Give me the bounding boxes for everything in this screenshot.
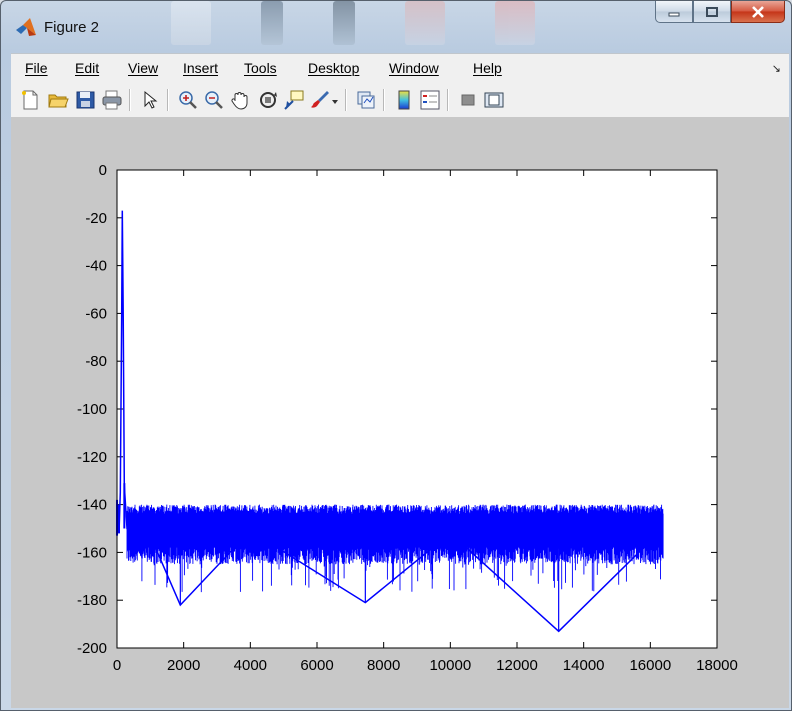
show-plot-tools-icon[interactable] bbox=[483, 89, 505, 111]
x-tick-label: 6000 bbox=[300, 657, 333, 674]
toolbar-separator bbox=[167, 89, 169, 111]
zoom-out-icon[interactable] bbox=[203, 89, 225, 111]
menu-dock-arrow-icon[interactable]: ↘ bbox=[771, 63, 781, 75]
window-title: Figure 2 bbox=[44, 19, 100, 36]
minimize-icon bbox=[668, 12, 680, 16]
x-tick-label: 4000 bbox=[234, 657, 267, 674]
x-tick-label: 18000 bbox=[696, 657, 738, 674]
menu-file[interactable]: File bbox=[25, 60, 48, 76]
pan-icon[interactable] bbox=[229, 89, 251, 111]
toolbar-separator bbox=[345, 89, 347, 111]
y-tick-label: -120 bbox=[77, 449, 107, 466]
minimize-button[interactable] bbox=[655, 1, 693, 23]
menu-bar: File Edit View Insert Tools Desktop Wind… bbox=[11, 53, 789, 82]
x-tick-label: 12000 bbox=[496, 657, 538, 674]
y-tick-label: -100 bbox=[77, 401, 107, 418]
y-tick-label: -60 bbox=[85, 305, 107, 322]
close-button[interactable] bbox=[731, 1, 785, 23]
zoom-in-icon[interactable] bbox=[177, 89, 199, 111]
y-tick-label: -200 bbox=[77, 640, 107, 657]
x-tick-label: 2000 bbox=[167, 657, 200, 674]
title-bar[interactable]: Figure 2 bbox=[1, 1, 791, 47]
caption-buttons bbox=[655, 1, 785, 23]
edit-plot-icon[interactable] bbox=[139, 89, 161, 111]
maximize-icon bbox=[706, 6, 718, 17]
link-plot-icon[interactable] bbox=[355, 89, 377, 111]
background-thumbnails bbox=[171, 1, 651, 45]
maximize-button[interactable] bbox=[693, 1, 731, 23]
save-icon[interactable] bbox=[75, 89, 97, 111]
x-tick-labels: 0 2000 4000 6000 8000 10000 12000 14000 16000 180… bbox=[113, 657, 738, 674]
toolbar-separator bbox=[447, 89, 449, 111]
menu-tools[interactable]: Tools bbox=[244, 60, 277, 76]
rotate-3d-icon[interactable] bbox=[257, 89, 279, 111]
axes-box bbox=[116, 169, 718, 649]
menu-view[interactable]: View bbox=[128, 60, 159, 76]
y-tick-label: -140 bbox=[77, 497, 107, 514]
print-icon[interactable] bbox=[101, 89, 123, 111]
plot-svg: 0 2000 4000 6000 8000 10000 12000 14000 16000 180… bbox=[77, 162, 738, 674]
insert-legend-icon[interactable] bbox=[419, 89, 441, 111]
menu-desktop[interactable]: Desktop bbox=[308, 60, 360, 76]
figure-toolbar bbox=[11, 81, 789, 118]
insert-colorbar-icon[interactable] bbox=[393, 89, 415, 111]
open-file-icon[interactable] bbox=[47, 89, 69, 111]
y-tick-label: -80 bbox=[85, 353, 107, 370]
menu-insert[interactable]: Insert bbox=[183, 60, 219, 76]
menu-help[interactable]: Help bbox=[473, 60, 502, 76]
close-icon bbox=[752, 5, 764, 18]
data-cursor-icon[interactable] bbox=[283, 89, 305, 111]
new-figure-icon[interactable] bbox=[19, 89, 41, 111]
y-tick-labels: 0 -20 -40 -60 -80 -100 -120 -140 -160 -180 -200 bbox=[77, 162, 107, 657]
y-tick-label: -40 bbox=[85, 258, 107, 275]
x-tick-label: 10000 bbox=[429, 657, 471, 674]
y-tick-label: -20 bbox=[85, 210, 107, 227]
axes-background[interactable] bbox=[117, 170, 717, 648]
x-tick-label: 14000 bbox=[563, 657, 605, 674]
hide-plot-tools-icon[interactable] bbox=[457, 89, 479, 111]
x-tick-label: 0 bbox=[113, 657, 121, 674]
figure-canvas[interactable]: 0 2000 4000 6000 8000 10000 12000 14000 16000 180… bbox=[11, 118, 789, 708]
matlab-logo-icon bbox=[16, 18, 36, 36]
x-tick-label: 8000 bbox=[367, 657, 400, 674]
brush-dropdown-icon[interactable] bbox=[329, 89, 341, 111]
y-tick-label: -180 bbox=[77, 592, 107, 609]
menu-edit[interactable]: Edit bbox=[75, 60, 100, 76]
brush-icon[interactable] bbox=[309, 89, 331, 111]
menu-window[interactable]: Window bbox=[389, 60, 439, 76]
toolbar-separator bbox=[383, 89, 385, 111]
y-tick-label: 0 bbox=[99, 162, 107, 179]
toolbar-separator bbox=[129, 89, 131, 111]
series-noise-detail bbox=[116, 483, 664, 632]
x-tick-label: 16000 bbox=[629, 657, 671, 674]
y-tick-label: -160 bbox=[77, 544, 107, 561]
